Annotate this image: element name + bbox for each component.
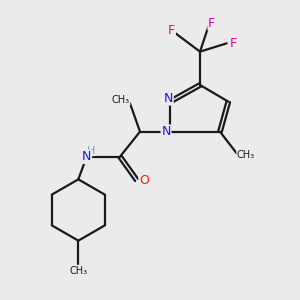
Text: F: F [208,17,215,30]
Text: CH₃: CH₃ [69,266,87,276]
Text: O: O [139,173,149,187]
Text: F: F [230,37,237,50]
Text: N: N [164,92,173,105]
Text: CH₃: CH₃ [112,95,130,105]
Text: N: N [161,125,171,138]
Text: CH₃: CH₃ [237,150,255,160]
Text: H: H [86,146,95,156]
Text: N: N [82,150,92,163]
Text: F: F [168,23,175,37]
